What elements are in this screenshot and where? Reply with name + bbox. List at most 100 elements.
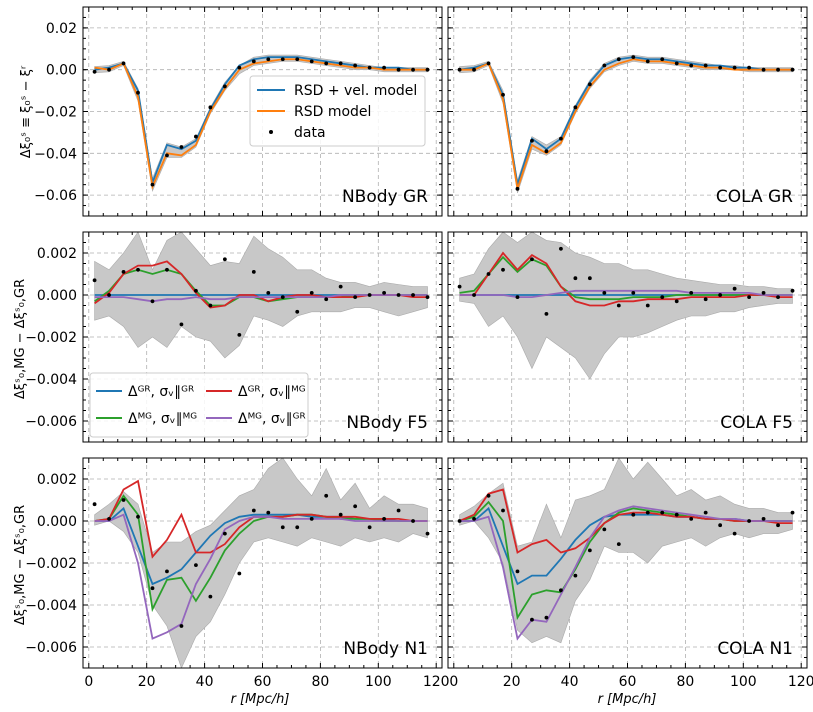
- data-point: [251, 508, 256, 513]
- ytick-label: 0.000: [37, 514, 77, 530]
- data-point: [544, 312, 549, 316]
- plot-area: [457, 458, 795, 644]
- ytick-label: −0.004: [25, 372, 77, 388]
- xtick-label: 100: [365, 674, 392, 690]
- data-point: [280, 57, 285, 62]
- data-point: [179, 145, 184, 149]
- data-point: [295, 57, 300, 62]
- data-point: [222, 531, 227, 536]
- data-point: [631, 55, 636, 60]
- data-point: [660, 295, 665, 299]
- legend-mid-box: [89, 372, 309, 438]
- data-point: [747, 65, 751, 70]
- panel-nbody-gr: −0.06 −0.04 −0.02 0.00 0.02 NBody GR: [34, 6, 443, 217]
- data-point: [776, 523, 780, 528]
- data-point: [121, 61, 126, 66]
- panel-cola-gr: COLA GR: [447, 6, 808, 217]
- data-point: [309, 517, 314, 521]
- ytick-label: 0.000: [37, 288, 77, 304]
- data-point: [631, 291, 636, 295]
- series-line-orange: [94, 58, 428, 190]
- data-point: [732, 286, 737, 291]
- data-point: [396, 293, 401, 297]
- data-point: [324, 61, 329, 66]
- panel-label: NBody N1: [343, 639, 428, 659]
- data-point: [425, 67, 430, 72]
- error-band: [459, 54, 793, 194]
- data-point: [309, 59, 314, 64]
- legend-top: RSD + vel. model RSD model data: [249, 75, 426, 147]
- plot-area: [457, 54, 795, 194]
- data-point: [222, 257, 227, 262]
- panels: −0.06 −0.04 −0.02 0.00 0.02 NBody GR COLA GR −0…: [25, 6, 813, 690]
- data-point: [515, 295, 520, 299]
- data-point: [237, 65, 242, 70]
- data-point: [309, 291, 314, 295]
- xlabel-left: r [Mpc/h]: [231, 692, 290, 707]
- error-band: [459, 232, 793, 380]
- legend-top-item-3: data: [294, 125, 326, 141]
- data-point: [338, 61, 343, 66]
- data-point: [587, 82, 592, 87]
- xlabel-right: r [Mpc/h]: [598, 692, 657, 707]
- xtick-label: 40: [196, 674, 214, 690]
- data-point: [367, 65, 372, 70]
- legend-top-swatch-dot: [269, 130, 273, 134]
- data-point: [367, 293, 372, 297]
- data-point: [136, 514, 140, 519]
- data-point: [530, 617, 534, 622]
- data-point: [515, 569, 520, 574]
- data-point: [472, 293, 476, 297]
- data-point: [396, 508, 401, 513]
- data-point: [251, 59, 256, 64]
- data-point: [457, 519, 462, 523]
- data-point: [208, 105, 213, 110]
- data-point: [425, 295, 430, 299]
- data-point: [486, 61, 491, 66]
- panel-label: COLA F5: [720, 413, 793, 433]
- panel-nbody-n1: −0.006 −0.004 −0.002 0.000 0.002 0 20 40 60 80 100…: [25, 457, 450, 690]
- data-point: [732, 65, 737, 70]
- data-point: [761, 67, 766, 72]
- data-point: [761, 291, 766, 295]
- series-line-purple: [94, 513, 428, 640]
- data-point: [645, 510, 650, 515]
- series-line-red: [459, 251, 793, 307]
- data-point: [165, 569, 169, 574]
- data-point: [367, 525, 372, 530]
- data-point: [92, 502, 97, 507]
- data-point: [425, 531, 430, 536]
- data-point: [280, 295, 285, 299]
- ytick-label: −0.002: [25, 330, 77, 346]
- data-point: [501, 267, 505, 272]
- ytick-label: 0.002: [37, 246, 77, 262]
- series-line-green: [459, 255, 793, 301]
- legend-top-box: [249, 75, 426, 147]
- data-point: [602, 291, 607, 295]
- data-point: [194, 563, 198, 567]
- data-point: [338, 284, 343, 289]
- legend-top-item-2: RSD model: [294, 104, 371, 120]
- ytick-label: −0.06: [34, 188, 77, 204]
- series-line-red: [459, 488, 793, 554]
- data-point: [472, 67, 476, 72]
- data-point: [121, 270, 126, 274]
- data-point: [353, 63, 358, 68]
- data-point: [530, 257, 534, 262]
- data-point: [107, 67, 111, 72]
- data-point: [165, 153, 169, 158]
- data-point: [280, 525, 285, 530]
- panel-label: COLA N1: [717, 639, 793, 659]
- ytick-label: 0.02: [46, 21, 77, 37]
- xtick-label: 60: [619, 674, 637, 690]
- data-point: [92, 69, 97, 74]
- data-point: [324, 493, 329, 498]
- data-point: [222, 84, 227, 89]
- data-point: [486, 493, 491, 498]
- data-point: [457, 67, 462, 72]
- data-point: [266, 510, 271, 515]
- data-point: [165, 267, 169, 272]
- data-point: [324, 297, 329, 302]
- ytick-label: −0.02: [34, 105, 77, 121]
- data-point: [674, 299, 679, 304]
